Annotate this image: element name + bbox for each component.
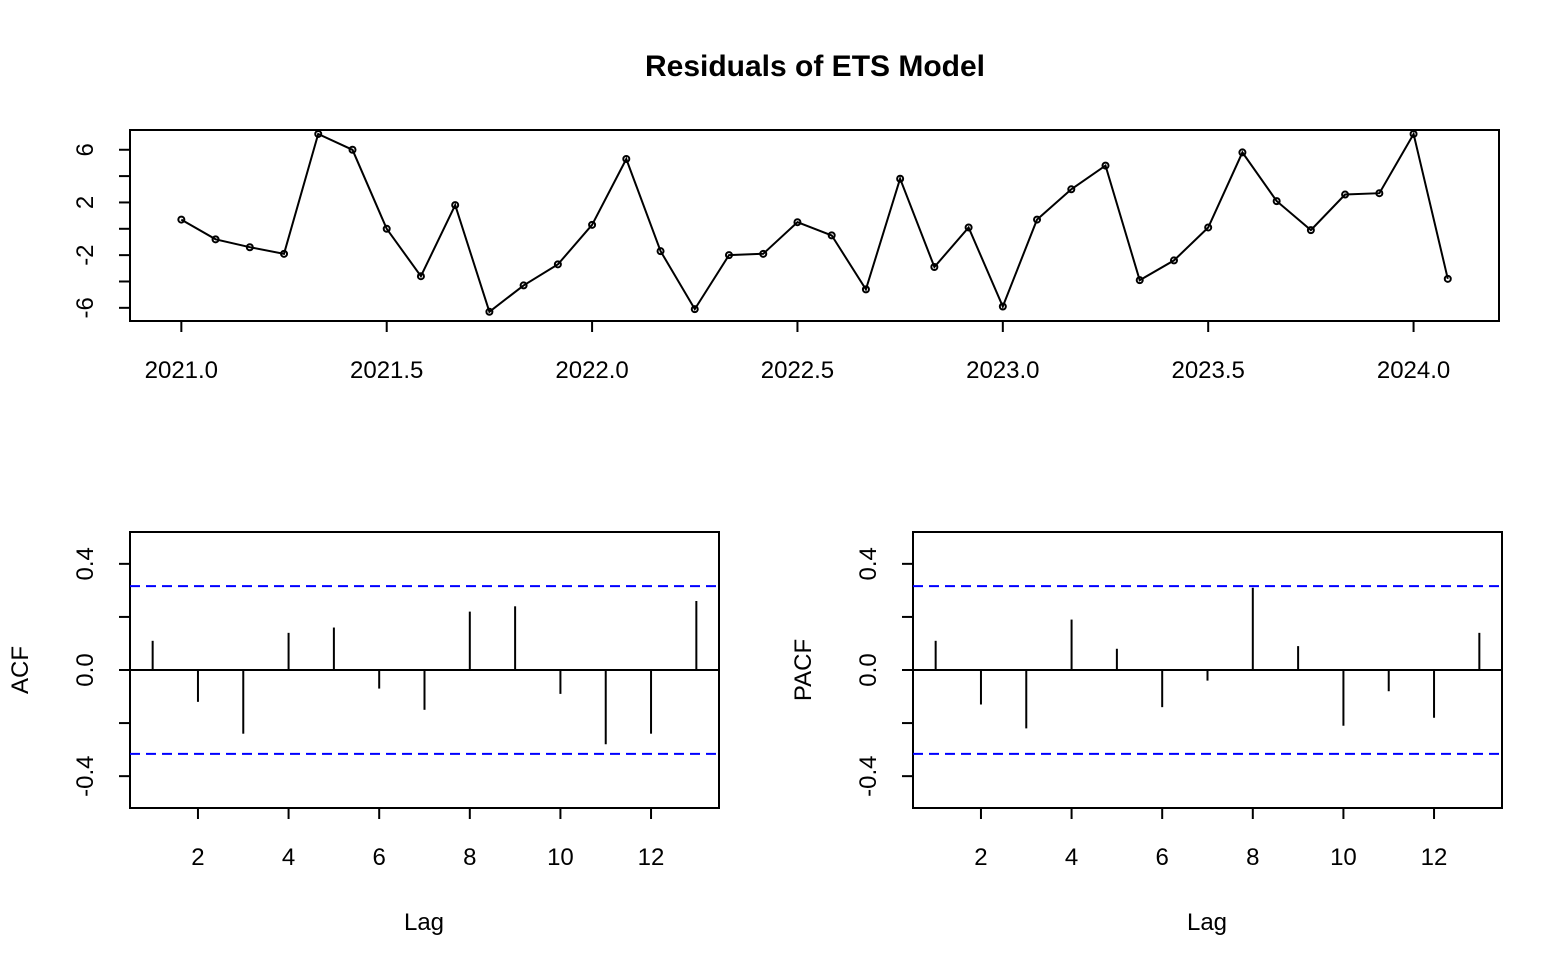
x-tick-label: 8	[463, 844, 476, 871]
data-point	[690, 305, 699, 314]
residuals-panel: Residuals of ETS Model 2021.0 2021.5 2022.…	[72, 50, 1500, 384]
data-point	[382, 224, 391, 233]
x-tick-label: 2022.0	[555, 357, 628, 384]
data-point	[1101, 161, 1110, 170]
x-tick-label: 6	[373, 844, 386, 871]
data-point	[280, 249, 289, 258]
data-point	[724, 251, 733, 260]
data-point	[1135, 276, 1144, 285]
data-point	[553, 260, 562, 269]
data-point	[930, 262, 939, 271]
data-point	[588, 220, 597, 229]
residual-marks: 2021.0 2021.5 2022.0 2022.5 2023.0 2023.5 2024…	[72, 129, 1452, 384]
data-point	[177, 215, 186, 224]
y-axis-label: ACF	[7, 646, 34, 694]
data-point	[622, 154, 631, 163]
acf-panel: Lag ACF 2 4 6 8 10 12 -0.4 0.0 0.4	[7, 531, 720, 936]
y-tick-label: 0.4	[72, 547, 99, 580]
y-tick-label: -6	[72, 297, 99, 318]
x-tick-label: 2024.0	[1377, 357, 1450, 384]
data-point	[793, 218, 802, 227]
y-tick-label: 6	[72, 143, 99, 156]
x-tick-label: 2	[974, 844, 987, 871]
data-point	[1409, 129, 1418, 138]
data-point	[314, 129, 323, 138]
y-tick-label: 0.0	[855, 653, 882, 686]
x-tick-label: 8	[1246, 844, 1259, 871]
data-point	[519, 281, 528, 290]
x-axis-label: Lag	[1187, 909, 1227, 936]
data-point	[1272, 197, 1281, 206]
data-point	[245, 243, 254, 252]
data-point	[861, 285, 870, 294]
x-tick-label: 4	[282, 844, 295, 871]
x-tick-label: 2022.5	[761, 357, 834, 384]
data-point	[348, 145, 357, 154]
x-tick-label: 4	[1065, 844, 1078, 871]
data-point	[211, 235, 220, 244]
data-point	[451, 201, 460, 210]
chart-title: Residuals of ETS Model	[645, 50, 985, 83]
data-point	[485, 307, 494, 316]
acf-marks: 2 4 6 8 10 12 -0.4 0.0 0.4	[72, 547, 719, 871]
data-point	[1067, 185, 1076, 194]
x-tick-label: 10	[547, 844, 574, 871]
y-axis-label: PACF	[790, 639, 817, 701]
plot-frame	[129, 129, 1500, 322]
data-point	[1033, 215, 1042, 224]
x-tick-label: 2	[191, 844, 204, 871]
x-tick-label: 12	[638, 844, 665, 871]
data-point	[896, 174, 905, 183]
x-tick-label: 10	[1330, 844, 1357, 871]
data-point	[1169, 256, 1178, 265]
data-point	[1443, 274, 1452, 283]
y-tick-label: -2	[72, 244, 99, 265]
x-tick-label: 2023.5	[1171, 357, 1244, 384]
y-tick-label: 0.0	[72, 653, 99, 686]
x-tick-label: 6	[1156, 844, 1169, 871]
y-tick-label: 0.4	[855, 547, 882, 580]
x-tick-label: 2023.0	[966, 357, 1039, 384]
data-point	[1375, 189, 1384, 198]
data-point	[416, 272, 425, 281]
pacf-marks: 2 4 6 8 10 12 -0.4 0.0 0.4	[855, 547, 1502, 871]
data-point	[1341, 190, 1350, 199]
y-tick-label: -0.4	[72, 755, 99, 796]
y-tick-label: 2	[72, 196, 99, 209]
y-tick-label: -0.4	[855, 755, 882, 796]
series-line	[180, 131, 1449, 314]
data-point	[964, 223, 973, 232]
data-point	[998, 302, 1007, 311]
data-point	[827, 231, 836, 240]
data-point	[656, 247, 665, 256]
data-point	[1306, 226, 1315, 235]
data-point	[1204, 223, 1213, 232]
data-point	[759, 249, 768, 258]
data-point	[1238, 148, 1247, 157]
pacf-panel: Lag PACF 2 4 6 8 10 12 -0.4 0.0 0.4	[790, 531, 1503, 936]
x-tick-label: 12	[1421, 844, 1448, 871]
x-axis-label: Lag	[404, 909, 444, 936]
x-tick-label: 2021.5	[350, 357, 423, 384]
x-tick-label: 2021.0	[145, 357, 218, 384]
